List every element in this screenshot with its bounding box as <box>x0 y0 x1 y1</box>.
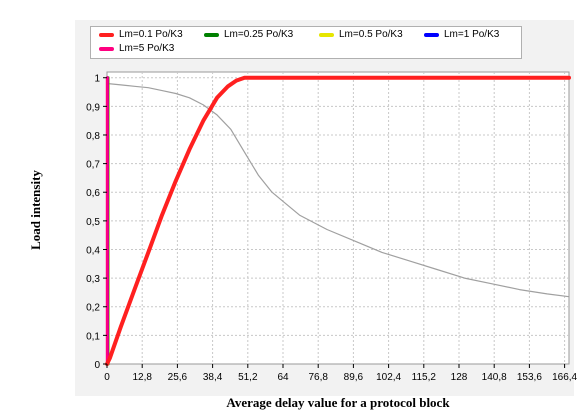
x-tick-label: 76,8 <box>308 372 328 383</box>
y-tick-label: 0,4 <box>86 245 100 256</box>
x-tick-label: 0 <box>104 372 110 383</box>
legend-label-4: Lm=5 Po/K3 <box>119 43 175 54</box>
x-axis-title: Average delay value for a protocol block <box>226 395 450 410</box>
y-tick-label: 0,5 <box>86 217 100 228</box>
y-tick-label: 0,8 <box>86 131 100 142</box>
legend-swatch-0 <box>99 32 114 37</box>
x-tick-label: 153,6 <box>517 372 542 383</box>
legend-label-2: Lm=0.5 Po/K3 <box>339 29 403 40</box>
x-tick-label: 25,6 <box>168 372 188 383</box>
x-tick-label: 166,4 <box>552 372 577 383</box>
x-tick-label: 140,8 <box>482 372 507 383</box>
series-line-0 <box>105 75 571 366</box>
x-tick-label: 38,4 <box>203 372 223 383</box>
legend-item-1: Lm=0.25 Po/K3 <box>204 29 293 40</box>
x-tick-label: 51,2 <box>238 372 258 383</box>
plot-area <box>106 71 570 365</box>
y-tick-label: 0,9 <box>86 102 100 113</box>
legend-item-4: Lm=5 Po/K3 <box>99 43 174 54</box>
series-layer <box>105 75 571 366</box>
legend-label-1: Lm=0.25 Po/K3 <box>224 29 294 40</box>
y-axis-ticks: 0 0,1 0,2 0,3 0,4 0,5 0,6 0,7 0,8 0,9 1 <box>86 74 107 371</box>
x-tick-label: 89,6 <box>344 372 364 383</box>
legend-item-3: Lm=1 Po/K3 <box>424 29 499 40</box>
y-tick-label: 1 <box>94 74 100 85</box>
legend-item-2: Lm=0.5 Po/K3 <box>319 29 403 40</box>
y-tick-label: 0,7 <box>86 160 100 171</box>
legend-swatch-1 <box>204 32 219 37</box>
legend-swatch-4 <box>99 46 114 51</box>
x-tick-label: 128 <box>451 372 468 383</box>
y-tick-label: 0,6 <box>86 188 100 199</box>
legend-label-0: Lm=0.1 Po/K3 <box>119 29 183 40</box>
x-axis-ticks: 0 12,8 25,6 38,4 51,2 64 76,8 89,6 102,4 115,2 128… <box>104 364 578 383</box>
legend-label-3: Lm=1 Po/K3 <box>444 29 500 40</box>
y-tick-label: 0,2 <box>86 303 100 314</box>
y-tick-label: 0,3 <box>86 274 100 285</box>
x-tick-label: 64 <box>277 372 289 383</box>
grid <box>107 72 569 364</box>
legend: Lm=0.1 Po/K3 Lm=0.25 Po/K3 Lm=0.5 Po/K3 … <box>90 26 522 59</box>
legend-item-0: Lm=0.1 Po/K3 <box>99 29 183 40</box>
y-axis-title: Load intensity <box>28 170 43 250</box>
series-line-5 <box>106 82 570 298</box>
legend-swatch-2 <box>319 32 334 37</box>
x-tick-label: 12,8 <box>132 372 152 383</box>
legend-swatch-3 <box>424 32 439 37</box>
y-tick-label: 0,1 <box>86 331 100 342</box>
y-tick-label: 0 <box>94 360 100 371</box>
x-tick-label: 115,2 <box>412 372 437 383</box>
x-tick-label: 102,4 <box>376 372 401 383</box>
